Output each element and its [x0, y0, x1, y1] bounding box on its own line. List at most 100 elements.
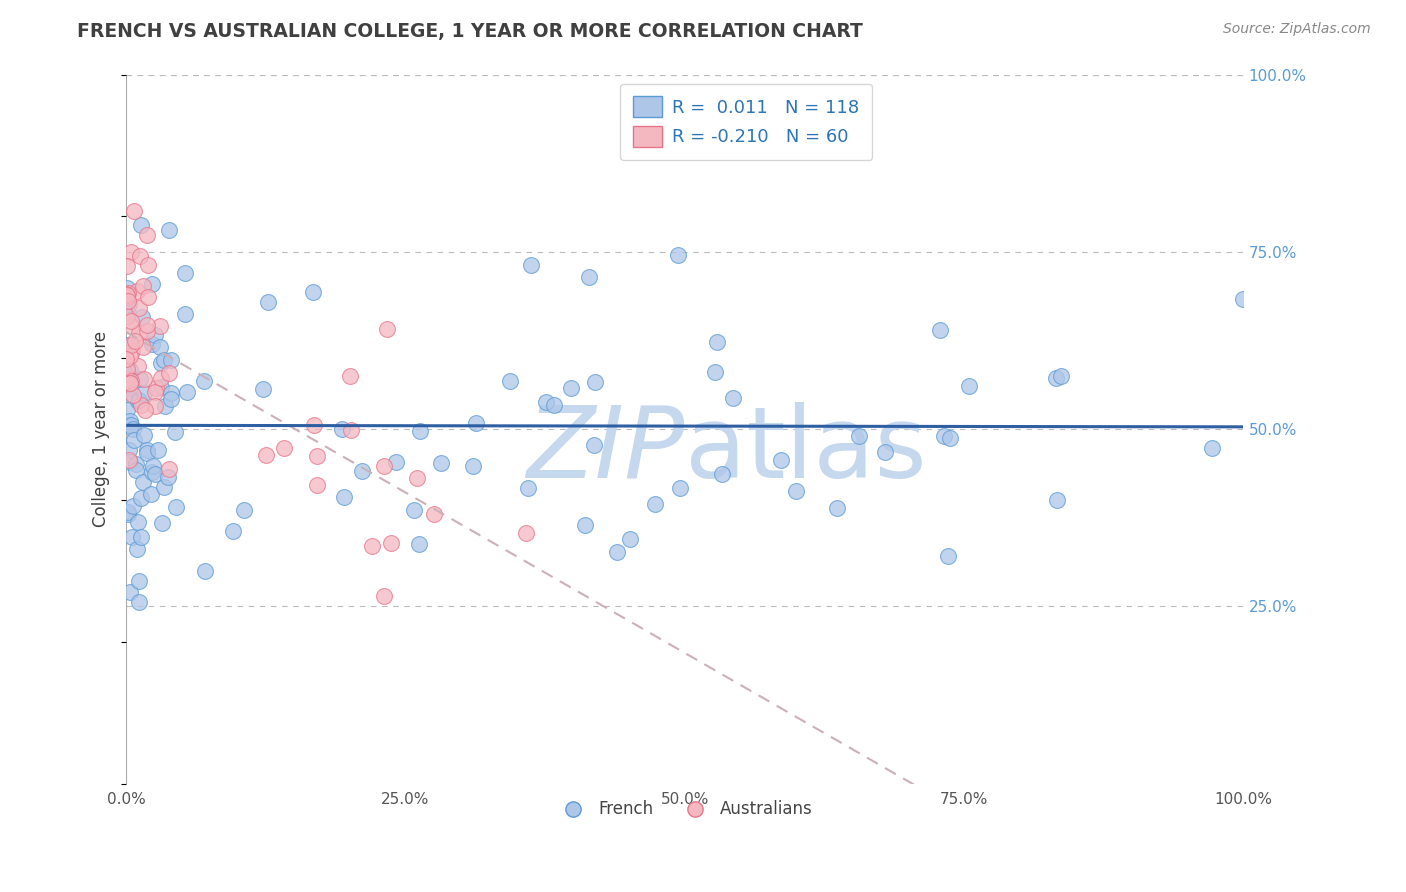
Point — [145, 381, 167, 395]
Point — [115, 403, 138, 417]
Point — [153, 399, 176, 413]
Point — [115, 352, 138, 367]
Point — [132, 386, 155, 401]
Point — [534, 395, 557, 409]
Point — [152, 480, 174, 494]
Point — [115, 287, 138, 301]
Point — [848, 429, 870, 443]
Point — [938, 549, 960, 564]
Point — [578, 270, 600, 285]
Point — [118, 297, 141, 311]
Point — [128, 301, 150, 315]
Point — [384, 455, 406, 469]
Point — [134, 402, 156, 417]
Point — [120, 319, 142, 334]
Point — [132, 427, 155, 442]
Point — [120, 375, 142, 389]
Point — [149, 379, 172, 393]
Point — [136, 318, 159, 332]
Point — [543, 398, 565, 412]
Point — [115, 281, 138, 295]
Text: Source: ZipAtlas.com: Source: ZipAtlas.com — [1223, 22, 1371, 37]
Point — [583, 438, 606, 452]
Point — [127, 516, 149, 530]
Point — [157, 366, 180, 380]
Point — [122, 422, 145, 436]
Point — [125, 463, 148, 477]
Point — [350, 464, 373, 478]
Point — [606, 545, 628, 559]
Point — [423, 508, 446, 522]
Point — [128, 393, 150, 408]
Point — [305, 449, 328, 463]
Point — [302, 417, 325, 432]
Point — [127, 359, 149, 373]
Point — [141, 277, 163, 291]
Point — [409, 424, 432, 438]
Point — [380, 536, 402, 550]
Point — [769, 453, 792, 467]
Point — [463, 459, 485, 474]
Point — [157, 223, 180, 237]
Point — [583, 376, 606, 390]
Point — [117, 508, 139, 522]
Point — [408, 537, 430, 551]
Point — [117, 443, 139, 458]
Point — [406, 471, 429, 485]
Point — [519, 258, 541, 272]
Point — [305, 478, 328, 492]
Point — [115, 310, 138, 324]
Point — [157, 470, 180, 484]
Point — [704, 365, 727, 379]
Point — [121, 530, 143, 544]
Point — [711, 467, 734, 481]
Point — [117, 294, 139, 309]
Point — [143, 467, 166, 481]
Point — [121, 388, 143, 402]
Point — [957, 379, 980, 393]
Point — [136, 258, 159, 272]
Point — [120, 374, 142, 388]
Text: atlas: atlas — [685, 402, 927, 499]
Point — [129, 491, 152, 506]
Point — [302, 285, 325, 299]
Point — [165, 425, 187, 440]
Point — [122, 203, 145, 218]
Point — [117, 374, 139, 388]
Point — [115, 362, 138, 376]
Point — [122, 434, 145, 448]
Point — [157, 461, 180, 475]
Point — [143, 385, 166, 400]
Point — [128, 326, 150, 340]
Point — [402, 503, 425, 517]
Point — [131, 310, 153, 325]
Point — [373, 589, 395, 603]
Point — [132, 278, 155, 293]
Point — [128, 249, 150, 263]
Point — [574, 517, 596, 532]
Point — [375, 322, 398, 336]
Point — [135, 227, 157, 242]
Point — [120, 455, 142, 469]
Point — [785, 484, 807, 499]
Point — [928, 323, 950, 337]
Point — [373, 458, 395, 473]
Point — [120, 417, 142, 432]
Point — [125, 458, 148, 472]
Point — [132, 475, 155, 490]
Point — [517, 482, 540, 496]
Point — [128, 372, 150, 386]
Point — [118, 417, 141, 432]
Point — [120, 338, 142, 352]
Point — [128, 574, 150, 588]
Point — [115, 338, 138, 352]
Point — [127, 394, 149, 409]
Point — [136, 446, 159, 460]
Point — [1045, 371, 1067, 385]
Point — [160, 352, 183, 367]
Point — [118, 453, 141, 467]
Point — [193, 375, 215, 389]
Text: FRENCH VS AUSTRALIAN COLLEGE, 1 YEAR OR MORE CORRELATION CHART: FRENCH VS AUSTRALIAN COLLEGE, 1 YEAR OR … — [77, 22, 863, 41]
Point — [142, 458, 165, 473]
Point — [121, 499, 143, 513]
